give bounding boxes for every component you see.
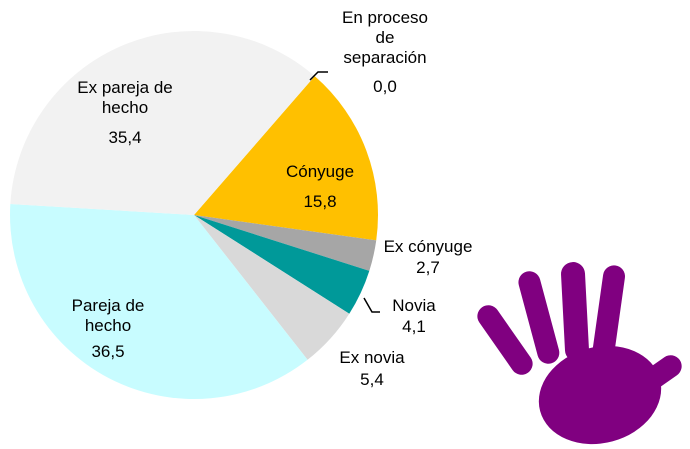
slice-label: Cónyuge <box>285 162 355 181</box>
value-label: 35,4 <box>108 128 142 147</box>
slice-label: En proceso de separación <box>342 8 428 67</box>
pie-slice <box>10 31 315 216</box>
value-label: 0,0 <box>373 77 397 96</box>
pie-slice <box>194 215 350 360</box>
hand-icon <box>477 262 682 445</box>
slice-label: Ex pareja de hecho <box>77 78 173 117</box>
pie-slice <box>194 215 377 271</box>
slice-label: Novia <box>392 296 436 315</box>
pie-slice <box>194 215 370 314</box>
pie-slice <box>194 76 315 215</box>
leader-line <box>363 297 380 313</box>
value-label: 36,5 <box>91 342 125 361</box>
value-label: 15,8 <box>303 192 337 211</box>
pie-slice <box>194 76 378 241</box>
value-label: 5,4 <box>360 370 384 389</box>
leader-line <box>309 71 328 81</box>
value-label: 4,1 <box>402 317 426 336</box>
slices <box>10 31 378 399</box>
slice-label: Ex novia <box>339 348 405 367</box>
value-label: 2,7 <box>416 258 440 277</box>
slice-label: Ex cónyuge <box>383 237 473 256</box>
pie-slice <box>10 203 308 399</box>
slice-label: Pareja de hecho <box>71 296 145 335</box>
